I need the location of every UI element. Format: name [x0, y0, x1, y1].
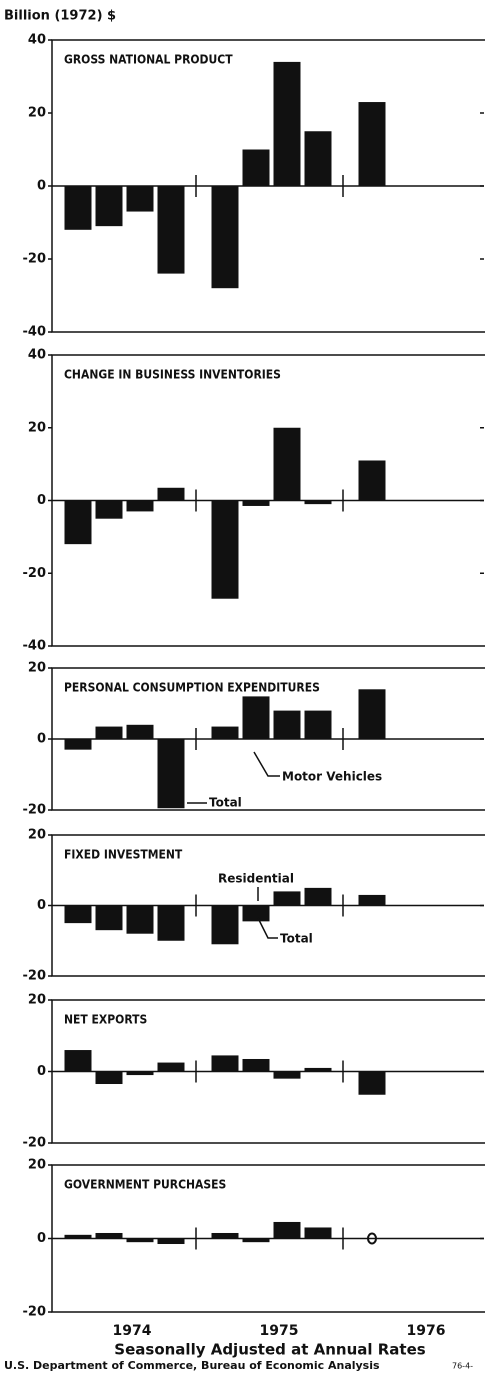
bar [95, 186, 123, 227]
bar [126, 905, 154, 934]
y-tick-label: 20 [28, 106, 46, 121]
bar [126, 500, 154, 512]
bar [273, 61, 301, 186]
bar [64, 1050, 92, 1072]
bar [157, 487, 185, 501]
bar [126, 186, 154, 212]
panel-title: GROSS NATIONAL PRODUCT [64, 53, 233, 67]
panel-title: GOVERNMENT PURCHASES [64, 1178, 226, 1192]
code: 76-4- [452, 1362, 473, 1371]
x-axis-label: Seasonally Adjusted at Annual Rates [114, 1341, 425, 1359]
bar [211, 726, 239, 739]
bar [242, 149, 270, 186]
bar [304, 1067, 332, 1072]
annotation: Motor Vehicles [282, 770, 382, 784]
y-tick-label: -20 [23, 803, 47, 818]
bar [126, 1238, 154, 1243]
bar [358, 689, 386, 739]
bar [273, 891, 301, 906]
bar [157, 739, 185, 809]
bar [64, 739, 92, 750]
bar [157, 1062, 185, 1072]
y-tick-label: 0 [37, 1064, 46, 1079]
bar [157, 186, 185, 274]
bar [126, 1071, 154, 1076]
bar [211, 1232, 239, 1239]
y-tick-label: 0 [37, 493, 46, 508]
bar [64, 500, 92, 545]
annotation: Total [280, 932, 313, 946]
bar [126, 724, 154, 739]
bar [95, 726, 123, 739]
bar [242, 905, 270, 922]
y-tick-label: 20 [28, 828, 46, 843]
bar [358, 102, 386, 186]
bar [304, 887, 332, 906]
y-tick-label: 0 [37, 179, 46, 194]
y-tick-label: 40 [28, 33, 46, 48]
annotation: Total [209, 796, 242, 810]
y-tick-label: -40 [23, 639, 47, 654]
y-tick-label: 20 [28, 993, 46, 1008]
bar [367, 1232, 377, 1245]
bar [95, 905, 123, 931]
bar [273, 427, 301, 501]
bar [157, 905, 185, 941]
bar [64, 186, 92, 230]
bar [211, 500, 239, 599]
bar [273, 710, 301, 739]
y-tick-label: 40 [28, 348, 46, 363]
y-tick-label: 20 [28, 420, 46, 435]
bar [242, 696, 270, 739]
y-tick-label: 20 [28, 1158, 46, 1173]
x-tick-label: 1974 [113, 1323, 152, 1339]
panel-title: FIXED INVESTMENT [64, 848, 183, 862]
bar [304, 1227, 332, 1239]
y-tick-label: -20 [23, 1305, 47, 1320]
bar [242, 1238, 270, 1243]
bar [304, 500, 332, 505]
bar [273, 1071, 301, 1079]
y-tick-label: -20 [23, 1136, 47, 1151]
bar [157, 1238, 185, 1245]
bar [242, 1058, 270, 1072]
y-tick-label: -20 [23, 252, 47, 267]
bar [95, 1232, 123, 1239]
y-axis-label: Billion (1972) $ [4, 9, 116, 24]
panel-title: PERSONAL CONSUMPTION EXPENDITURES [64, 681, 320, 695]
y-tick-label: -20 [23, 566, 47, 581]
bar [358, 894, 386, 906]
bar [273, 1221, 301, 1239]
arrow [257, 917, 278, 939]
source: U.S. Department of Commerce, Bureau of E… [4, 1359, 380, 1372]
bar [95, 500, 123, 519]
bar [64, 905, 92, 924]
arrow [253, 751, 280, 777]
bar [64, 1234, 92, 1239]
y-tick-label: 0 [37, 732, 46, 747]
panel-title: NET EXPORTS [64, 1013, 147, 1027]
bar [358, 1071, 386, 1095]
y-tick-label: 0 [37, 1231, 46, 1246]
panel-title: CHANGE IN BUSINESS INVENTORIES [64, 368, 281, 382]
bar [211, 1055, 239, 1072]
bar [358, 460, 386, 501]
y-tick-label: 0 [37, 898, 46, 913]
x-tick-label: 1975 [260, 1323, 299, 1339]
bar [211, 186, 239, 289]
y-tick-label: -40 [23, 325, 47, 340]
x-tick-label: 1976 [407, 1323, 446, 1339]
y-tick-label: 20 [28, 661, 46, 676]
bar [211, 905, 239, 945]
annotation: Residential [218, 872, 294, 886]
y-tick-label: -20 [23, 969, 47, 984]
bar [304, 131, 332, 186]
bar [242, 500, 270, 506]
bar [95, 1071, 123, 1085]
bar [304, 710, 332, 739]
